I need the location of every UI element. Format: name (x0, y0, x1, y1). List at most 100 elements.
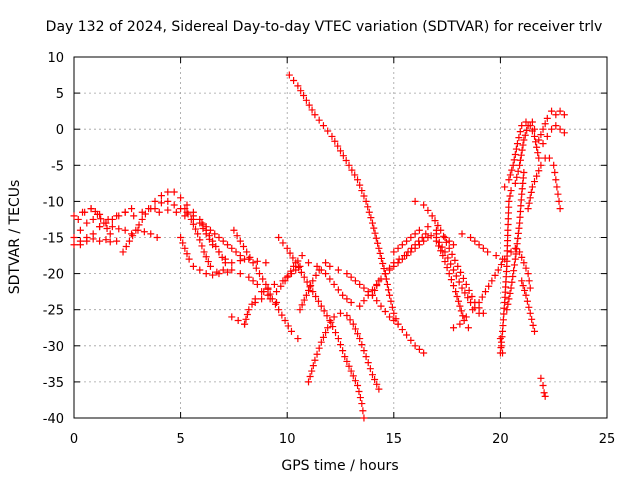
data-point (526, 122, 534, 130)
data-point (440, 232, 448, 240)
data-point (245, 255, 253, 263)
data-point (516, 156, 524, 164)
data-point (196, 219, 204, 227)
data-point (96, 223, 104, 231)
data-point (360, 192, 368, 200)
data-point (411, 241, 419, 249)
data-point (305, 259, 313, 267)
data-point (516, 161, 524, 169)
data-point (465, 286, 473, 294)
data-point (553, 183, 561, 191)
data-point (460, 317, 468, 325)
data-point (306, 372, 314, 380)
data-point (76, 241, 84, 249)
data-point (375, 385, 383, 393)
data-point (326, 275, 334, 283)
data-point (531, 178, 539, 186)
series-29 (524, 154, 564, 213)
data-point (192, 225, 200, 233)
data-point (420, 201, 428, 209)
data-point (202, 270, 210, 278)
data-point (442, 238, 450, 246)
data-point (512, 250, 520, 258)
series-4 (76, 235, 114, 249)
data-point (415, 226, 423, 234)
data-point (330, 313, 338, 321)
data-point (96, 237, 104, 245)
data-point (236, 270, 244, 278)
data-point (122, 243, 130, 251)
data-point (151, 205, 159, 213)
data-point (373, 282, 381, 290)
data-point (462, 313, 470, 321)
series-26 (501, 118, 543, 191)
data-point (552, 122, 560, 130)
series-11 (241, 230, 457, 328)
data-point (528, 183, 536, 191)
data-point (479, 244, 487, 252)
data-point (444, 254, 452, 262)
data-point (185, 255, 193, 263)
data-point (458, 230, 466, 238)
data-point (373, 297, 381, 305)
data-point (497, 261, 505, 269)
data-point (403, 237, 411, 245)
data-point (108, 223, 116, 231)
series-7 (151, 197, 281, 306)
data-point (177, 194, 185, 202)
data-point (311, 111, 319, 119)
data-point (315, 344, 323, 352)
data-point (374, 239, 382, 247)
data-point (184, 210, 192, 218)
data-point (270, 280, 278, 288)
data-point (531, 132, 539, 140)
data-point (532, 138, 540, 146)
data-point (507, 248, 515, 256)
data-point (445, 244, 453, 252)
data-point (522, 291, 530, 299)
data-point (394, 320, 402, 328)
data-point (281, 277, 289, 285)
data-point (354, 382, 362, 390)
data-point (83, 219, 91, 227)
y-tick-label: -15 (43, 232, 64, 247)
y-tick-label: 0 (56, 123, 64, 138)
data-point (543, 114, 551, 122)
data-point (135, 221, 143, 229)
y-tick-label: -30 (43, 340, 64, 355)
x-tick-label: 25 (599, 432, 616, 447)
data-point (441, 258, 449, 266)
data-point (526, 194, 534, 202)
data-point (525, 303, 533, 311)
data-point (323, 312, 331, 320)
data-point (475, 298, 483, 306)
data-point (552, 176, 560, 184)
data-point (458, 284, 466, 292)
data-point (445, 270, 453, 278)
data-point (529, 321, 537, 329)
data-point (312, 292, 320, 300)
data-point (449, 266, 457, 274)
data-point (264, 291, 272, 299)
y-tick-label: -35 (43, 376, 64, 391)
series-25 (496, 118, 539, 357)
data-point (219, 237, 227, 245)
data-point (296, 262, 304, 270)
data-point (395, 255, 403, 263)
data-point (535, 136, 543, 144)
data-point (281, 317, 289, 325)
data-point (356, 302, 364, 310)
data-point (448, 250, 456, 258)
data-point (204, 258, 212, 266)
data-point (408, 244, 416, 252)
data-point (202, 230, 210, 238)
data-point (525, 199, 533, 207)
data-point (285, 71, 293, 79)
data-point (535, 167, 543, 175)
data-point (164, 188, 172, 196)
data-point (415, 237, 423, 245)
data-point (348, 166, 356, 174)
data-point (471, 237, 479, 245)
data-point (284, 322, 292, 330)
